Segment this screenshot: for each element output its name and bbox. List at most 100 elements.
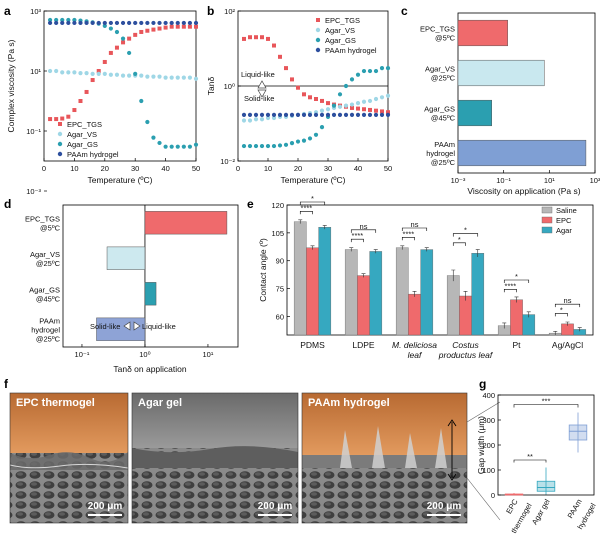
point-a-0-10 bbox=[108, 50, 113, 55]
point-a-1-16 bbox=[145, 74, 150, 79]
micrograph-3-title: PAAm hydrogel bbox=[308, 397, 390, 409]
panel-letter-e: e bbox=[247, 197, 254, 211]
point-a-0-3 bbox=[66, 114, 71, 119]
errorbar-e-3-1 bbox=[463, 291, 468, 301]
sig-bracket-e-5-1 bbox=[554, 303, 581, 308]
point-b-3-13 bbox=[319, 112, 325, 117]
sig-bracket-e-3-1 bbox=[452, 233, 479, 237]
point-b-0-6 bbox=[278, 54, 282, 59]
xtick-label-a-5: 50 bbox=[192, 164, 200, 173]
micrograph-panel: EPC thermogel 200 μm Agar gel 200 μm PAA… bbox=[9, 392, 501, 524]
point-b-0-23 bbox=[380, 109, 384, 114]
legend-label-e-1: EPC bbox=[556, 216, 572, 225]
micrograph-paam-hydrogel: PAAm hydrogel 200 μm bbox=[301, 392, 468, 524]
sig-bracket-g-0 bbox=[513, 459, 547, 463]
chart-e-frame bbox=[286, 204, 594, 336]
point-a-0-24 bbox=[194, 24, 198, 29]
point-b-1-14 bbox=[325, 107, 331, 112]
point-b-1-19 bbox=[355, 100, 361, 106]
xtick-label-a-1: 10 bbox=[70, 164, 78, 173]
point-a-0-14 bbox=[133, 32, 138, 37]
ytick-label-e-2: 90 bbox=[276, 257, 284, 266]
point-b-1-17 bbox=[343, 103, 349, 108]
point-b-2-5 bbox=[271, 143, 277, 149]
chart-b-xlabel: Temperature (ºC) bbox=[281, 175, 346, 185]
sig-bracket-e-3-0 bbox=[452, 242, 466, 246]
chart-a-xlabel: Temperature (ºC) bbox=[88, 175, 153, 185]
category-label-d-1-0: Agar_VS bbox=[30, 250, 60, 259]
point-b-1-2 bbox=[253, 117, 259, 122]
point-a-3-12 bbox=[120, 20, 126, 26]
category-label-c-3-2: @25ºC bbox=[431, 158, 456, 167]
errorbar-e-5-1 bbox=[565, 321, 570, 326]
point-a-2-0 bbox=[47, 17, 53, 23]
bar-e-1-2 bbox=[369, 251, 383, 336]
bar-e-1-0 bbox=[344, 249, 358, 336]
category-label-d-0-0: EPC_TGS bbox=[25, 214, 60, 223]
sig-label-e-2-1: ns bbox=[411, 220, 419, 229]
point-b-2-10 bbox=[301, 138, 307, 143]
bar-e-3-0 bbox=[446, 275, 460, 336]
legend-label-a-0: EPC_TGS bbox=[67, 120, 102, 129]
legend-label-e-0: Saline bbox=[556, 206, 577, 215]
bar-d-0 bbox=[144, 211, 228, 235]
point-a-3-13 bbox=[127, 20, 132, 26]
sig-bracket-e-2-0 bbox=[401, 236, 415, 241]
ytick-label-g-3: 300 bbox=[482, 416, 495, 425]
xtick-label-b-5: 50 bbox=[384, 164, 392, 173]
sig-bracket-e-1-0 bbox=[350, 238, 364, 243]
bar-e-0-2 bbox=[318, 227, 332, 336]
bar-e-0-1 bbox=[306, 247, 319, 336]
bar-e-0-0 bbox=[293, 221, 307, 336]
point-a-3-11 bbox=[114, 20, 120, 26]
point-a-1-1 bbox=[54, 68, 59, 74]
point-a-3-22 bbox=[181, 20, 186, 26]
point-b-3-11 bbox=[307, 112, 313, 117]
point-b-2-21 bbox=[367, 68, 373, 74]
point-b-1-18 bbox=[349, 102, 355, 107]
errorbar-e-0-2 bbox=[322, 225, 327, 230]
xtick-label-b-3: 30 bbox=[324, 164, 332, 173]
point-b-2-24 bbox=[385, 66, 391, 71]
point-b-0-20 bbox=[362, 107, 366, 112]
errorbar-e-4-0 bbox=[502, 322, 507, 329]
legend-marker-b-0 bbox=[316, 18, 320, 22]
bar-d-3 bbox=[96, 317, 146, 341]
point-b-3-12 bbox=[313, 112, 319, 117]
point-a-3-19 bbox=[163, 20, 168, 26]
bar-e-2-0 bbox=[395, 247, 409, 336]
legend-label-a-3: PAAm hydrogel bbox=[67, 150, 119, 159]
point-a-2-13 bbox=[127, 50, 132, 56]
point-b-0-19 bbox=[356, 106, 360, 111]
point-b-2-9 bbox=[295, 139, 301, 144]
point-a-1-22 bbox=[181, 75, 186, 80]
category-label-e-2-0: M. deliciosa bbox=[392, 340, 437, 350]
point-a-2-3 bbox=[66, 17, 71, 23]
point-a-0-11 bbox=[114, 45, 119, 50]
point-b-0-3 bbox=[260, 35, 264, 40]
point-b-1-0 bbox=[241, 118, 247, 123]
point-a-2-16 bbox=[145, 119, 150, 125]
point-b-2-8 bbox=[289, 141, 295, 146]
ytick-label-e-4: 120 bbox=[271, 201, 284, 210]
legend-label-a-1: Agar_VS bbox=[67, 130, 97, 139]
point-a-3-4 bbox=[72, 20, 77, 26]
point-b-2-17 bbox=[343, 83, 349, 89]
point-b-3-1 bbox=[247, 112, 253, 117]
point-b-1-1 bbox=[247, 118, 253, 123]
category-label-d-3-2: @25ºC bbox=[36, 334, 61, 343]
point-a-1-4 bbox=[72, 70, 77, 75]
point-b-0-1 bbox=[248, 35, 252, 40]
sig-label-g-0: ** bbox=[527, 452, 533, 461]
point-a-2-19 bbox=[163, 144, 168, 149]
sig-label-e-1-1: ns bbox=[360, 222, 368, 231]
bar-d-2 bbox=[144, 282, 157, 306]
xtick-label-c-3: 10³ bbox=[590, 176, 600, 185]
xtick-label-d-2: 10¹ bbox=[203, 350, 214, 359]
point-a-1-13 bbox=[127, 73, 132, 78]
point-a-2-23 bbox=[187, 144, 193, 149]
point-b-2-2 bbox=[253, 143, 259, 149]
xtick-label-c-0: 10⁻³ bbox=[451, 176, 466, 185]
category-label-g-0-0: EPC bbox=[504, 497, 520, 515]
